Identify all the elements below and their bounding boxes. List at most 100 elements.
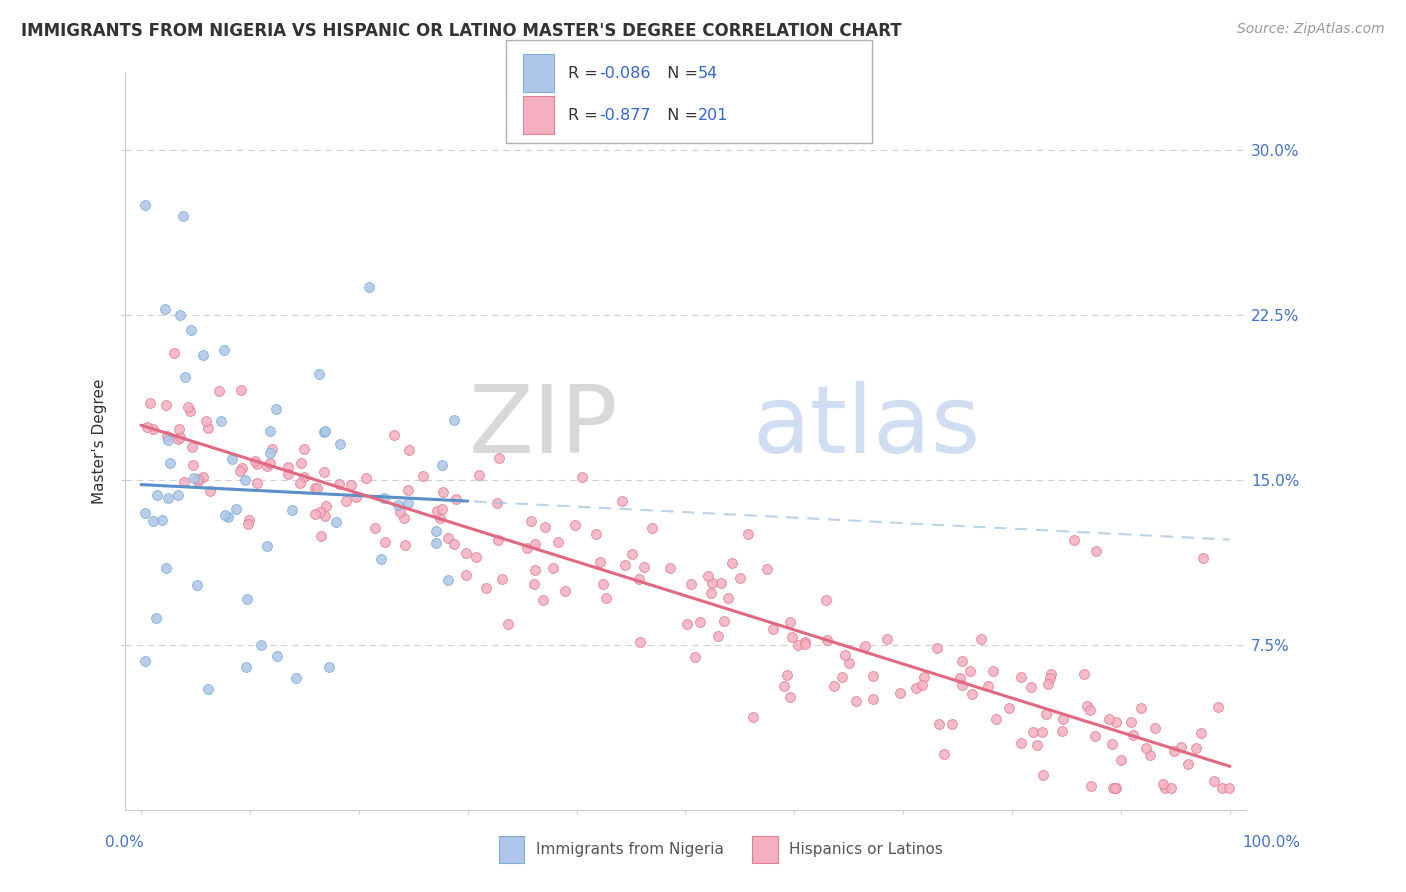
Point (181, 440, 204, 454)
Point (959, 664, 981, 678)
Point (741, 710, 763, 724)
Point (1101, 737, 1123, 751)
Point (209, 414, 232, 428)
Point (412, 468, 434, 483)
Point (292, 442, 315, 456)
Text: N =: N = (657, 108, 703, 122)
Point (1105, 715, 1128, 730)
Point (221, 451, 243, 466)
Point (970, 632, 993, 647)
Point (233, 473, 256, 487)
Point (259, 424, 281, 438)
Point (214, 508, 236, 522)
Point (157, 433, 180, 447)
Point (314, 509, 336, 524)
Point (388, 505, 411, 519)
Point (595, 591, 617, 606)
Point (173, 369, 195, 384)
Point (179, 404, 201, 418)
Point (717, 591, 740, 606)
Point (231, 461, 253, 475)
Point (454, 546, 477, 560)
Point (689, 615, 711, 630)
Point (523, 576, 546, 591)
Point (136, 420, 159, 434)
Point (187, 474, 209, 488)
Point (823, 679, 845, 693)
Point (145, 611, 167, 625)
Point (977, 679, 1000, 693)
Point (1101, 781, 1123, 796)
Point (697, 568, 720, 582)
Point (531, 593, 554, 607)
Text: 0.0%: 0.0% (105, 836, 145, 850)
Point (1050, 724, 1073, 739)
Point (1211, 781, 1233, 796)
Point (1098, 713, 1121, 727)
Point (382, 428, 405, 442)
Point (1010, 736, 1032, 750)
Point (773, 679, 796, 693)
Point (713, 614, 735, 628)
Text: R =: R = (568, 108, 603, 122)
Point (225, 502, 247, 516)
Point (986, 712, 1008, 726)
Point (1152, 777, 1174, 791)
Point (155, 398, 177, 412)
Text: Immigrants from Nigeria: Immigrants from Nigeria (536, 842, 724, 856)
Point (928, 716, 950, 731)
Point (845, 694, 868, 708)
Point (315, 500, 337, 514)
Point (1084, 544, 1107, 558)
Point (370, 552, 392, 566)
Point (782, 630, 804, 644)
Point (1119, 714, 1142, 729)
Point (1189, 726, 1212, 740)
Point (610, 493, 633, 508)
Point (430, 458, 453, 473)
Point (229, 383, 252, 397)
Point (853, 640, 876, 654)
Point (396, 496, 419, 510)
Text: Source: ZipAtlas.com: Source: ZipAtlas.com (1237, 22, 1385, 37)
Point (486, 496, 509, 510)
Point (186, 577, 208, 591)
Point (430, 502, 453, 516)
Point (700, 586, 723, 600)
Point (838, 656, 860, 670)
Point (1021, 724, 1043, 739)
Point (180, 323, 202, 337)
Point (932, 747, 955, 761)
Point (429, 510, 451, 524)
Point (1154, 780, 1177, 795)
Point (432, 484, 454, 499)
Point (314, 425, 336, 439)
Point (277, 459, 299, 474)
Point (163, 346, 186, 360)
Point (181, 458, 204, 472)
Point (1105, 781, 1128, 796)
Point (949, 671, 972, 685)
Point (589, 555, 612, 569)
Point (425, 524, 447, 538)
Point (1080, 703, 1102, 717)
Point (779, 690, 801, 704)
Point (728, 571, 751, 585)
Point (911, 678, 934, 692)
Point (702, 575, 724, 590)
Point (243, 454, 266, 468)
Text: R =: R = (568, 66, 603, 80)
Point (236, 592, 259, 607)
Point (475, 581, 498, 595)
Point (134, 507, 156, 521)
Point (238, 513, 260, 527)
Point (1039, 671, 1062, 685)
Point (173, 475, 195, 489)
Point (392, 511, 415, 525)
Point (862, 691, 884, 706)
Point (235, 660, 257, 674)
Point (259, 446, 281, 460)
Point (364, 521, 387, 535)
Point (169, 308, 191, 322)
Point (443, 537, 465, 551)
